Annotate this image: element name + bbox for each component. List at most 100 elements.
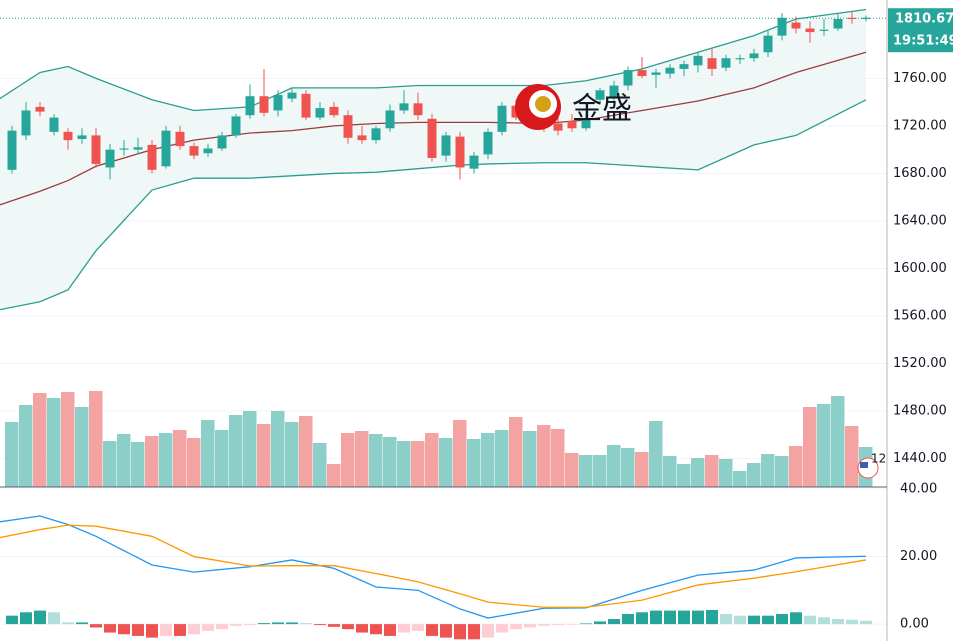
volume-bar bbox=[705, 455, 719, 487]
histogram-bar bbox=[230, 624, 242, 626]
candle-body bbox=[357, 135, 367, 141]
y-tick-label: 20.00 bbox=[900, 549, 937, 564]
axis: 1760.00 1720.00 1680.00 1640.00 1600.00 1560.… bbox=[888, 8, 953, 632]
macd-line bbox=[0, 515, 867, 619]
volume-bar bbox=[607, 445, 621, 487]
histogram-bar bbox=[790, 612, 802, 625]
volume-bar bbox=[663, 456, 677, 487]
volume-bar bbox=[369, 434, 383, 487]
histogram-bar bbox=[692, 610, 704, 625]
volume-bar bbox=[313, 443, 327, 487]
candle-body bbox=[259, 96, 269, 113]
volume-bar bbox=[201, 420, 215, 487]
volume-bar bbox=[621, 448, 635, 487]
histogram-bar bbox=[356, 624, 368, 633]
volume-bar bbox=[103, 441, 117, 487]
candle-body bbox=[749, 53, 759, 59]
y-tick-label: 1520.00 bbox=[893, 356, 947, 371]
candle-body bbox=[63, 131, 73, 141]
histogram-bar bbox=[678, 610, 690, 625]
histogram-bar bbox=[48, 612, 60, 625]
histogram-bar bbox=[454, 624, 466, 640]
candle-body bbox=[497, 105, 507, 132]
volume-bar bbox=[593, 455, 607, 487]
y-tick-label: 1720.00 bbox=[893, 118, 947, 133]
histogram-bar bbox=[580, 623, 592, 625]
histogram-bar bbox=[34, 610, 46, 625]
volume-bar bbox=[453, 420, 467, 487]
volume-bar bbox=[467, 439, 481, 487]
volume-bar bbox=[775, 456, 789, 487]
candle-body bbox=[161, 130, 171, 167]
histogram-bar bbox=[188, 624, 200, 635]
last-price-box bbox=[888, 8, 953, 53]
volume-bar bbox=[397, 441, 411, 487]
candle-body bbox=[427, 118, 437, 158]
volume-bar bbox=[411, 441, 425, 487]
volume-bar bbox=[677, 464, 691, 487]
histogram-bar bbox=[160, 624, 172, 636]
candle-body bbox=[707, 58, 717, 69]
histogram-bar bbox=[216, 624, 228, 630]
volume-bar bbox=[551, 429, 565, 487]
y-tick-label: 1640.00 bbox=[893, 213, 947, 228]
candle-body bbox=[581, 118, 591, 129]
candle-body bbox=[245, 96, 255, 116]
volume-bar bbox=[649, 421, 663, 487]
candle-body bbox=[469, 155, 479, 169]
volume-bar bbox=[509, 417, 523, 487]
y-tick-label: 1600.00 bbox=[893, 261, 947, 276]
volume-bar bbox=[173, 430, 187, 487]
histogram-bar bbox=[300, 623, 312, 625]
volume-bar bbox=[5, 422, 19, 487]
histogram-bar bbox=[440, 624, 452, 638]
candle-body bbox=[819, 29, 829, 31]
volume-bar bbox=[439, 438, 453, 487]
candle-body bbox=[175, 131, 185, 147]
candle-body bbox=[693, 55, 703, 66]
y-tick-label: 1440.00 bbox=[893, 451, 947, 466]
candle-body bbox=[147, 144, 157, 170]
candle-body bbox=[133, 147, 143, 150]
volume-bar bbox=[47, 398, 61, 487]
event-label: 12 bbox=[871, 452, 886, 466]
volume-bar bbox=[719, 459, 733, 487]
histogram-bar bbox=[426, 624, 438, 636]
histogram-bar bbox=[468, 624, 480, 640]
volume-bar bbox=[789, 446, 803, 487]
volume-bar bbox=[761, 454, 775, 487]
volume-bar bbox=[537, 425, 551, 487]
histogram-bar bbox=[524, 624, 536, 628]
candle-body bbox=[441, 135, 451, 156]
histogram-bar bbox=[104, 624, 116, 633]
volume-bar bbox=[425, 433, 439, 487]
histogram-bar bbox=[328, 624, 340, 627]
candle-body bbox=[483, 131, 493, 155]
volume-bar bbox=[187, 438, 201, 487]
histogram-bar bbox=[608, 619, 620, 625]
histogram-bar bbox=[636, 612, 648, 625]
candle-body bbox=[35, 106, 45, 112]
volume-bar bbox=[355, 431, 369, 487]
histogram-bar bbox=[622, 613, 634, 625]
candle-body bbox=[595, 90, 605, 100]
candle-body bbox=[735, 58, 745, 60]
histogram-bar bbox=[566, 624, 578, 625]
histogram-bar bbox=[552, 624, 564, 626]
candle-body bbox=[665, 67, 675, 74]
volume-bar bbox=[831, 396, 845, 487]
candle-body bbox=[679, 64, 689, 69]
volume-bar bbox=[159, 433, 173, 487]
volume-bar bbox=[341, 433, 355, 487]
logo: 金盛 bbox=[515, 84, 632, 130]
volume-bar bbox=[327, 464, 341, 487]
histogram-bar bbox=[538, 624, 550, 626]
y-tick-label: 40.00 bbox=[900, 482, 937, 497]
histogram-bar bbox=[398, 624, 410, 633]
volume-bar bbox=[61, 392, 75, 487]
band-lower bbox=[0, 99, 867, 311]
volume-bar bbox=[579, 455, 593, 487]
candle-body bbox=[721, 58, 731, 68]
volume-bar bbox=[145, 436, 159, 487]
histogram-bar bbox=[314, 624, 326, 626]
